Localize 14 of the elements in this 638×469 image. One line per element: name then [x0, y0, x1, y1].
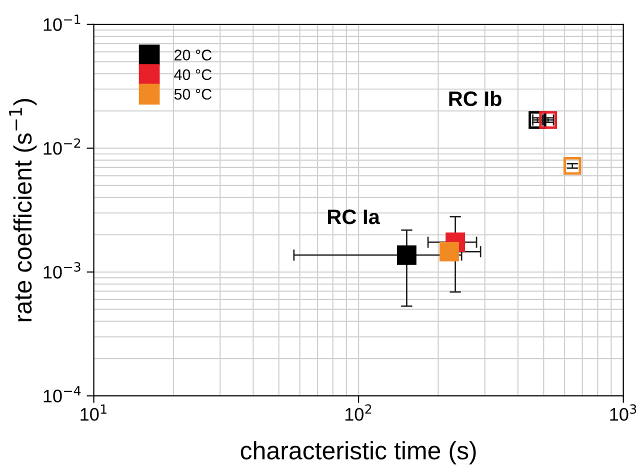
y-tick-label: 10$^{−3}$	[44, 262, 80, 279]
x-tick-label: 10$^{2}$	[345, 404, 372, 421]
x-axis-title: characteristic time (s)	[240, 441, 476, 464]
y-tick-label: 10$^{−4}$	[44, 386, 81, 402]
y-axis-title: rate coefficient (s$^{−1}$)	[9, 99, 37, 322]
x-tick-label: 10$^{1}$	[80, 404, 106, 421]
annotation: RC Ia	[328, 209, 380, 224]
legend-label: 50 °C	[174, 88, 212, 100]
y-tick-label: 10$^{−1}$	[44, 14, 80, 31]
annotation: RC Ib	[449, 90, 502, 106]
legend-label: 20 °C	[174, 50, 212, 61]
legend-label: 40 °C	[174, 69, 212, 80]
x-tick-label: 10$^{3}$	[610, 404, 636, 421]
y-tick-label: 10$^{−2}$	[44, 138, 80, 155]
